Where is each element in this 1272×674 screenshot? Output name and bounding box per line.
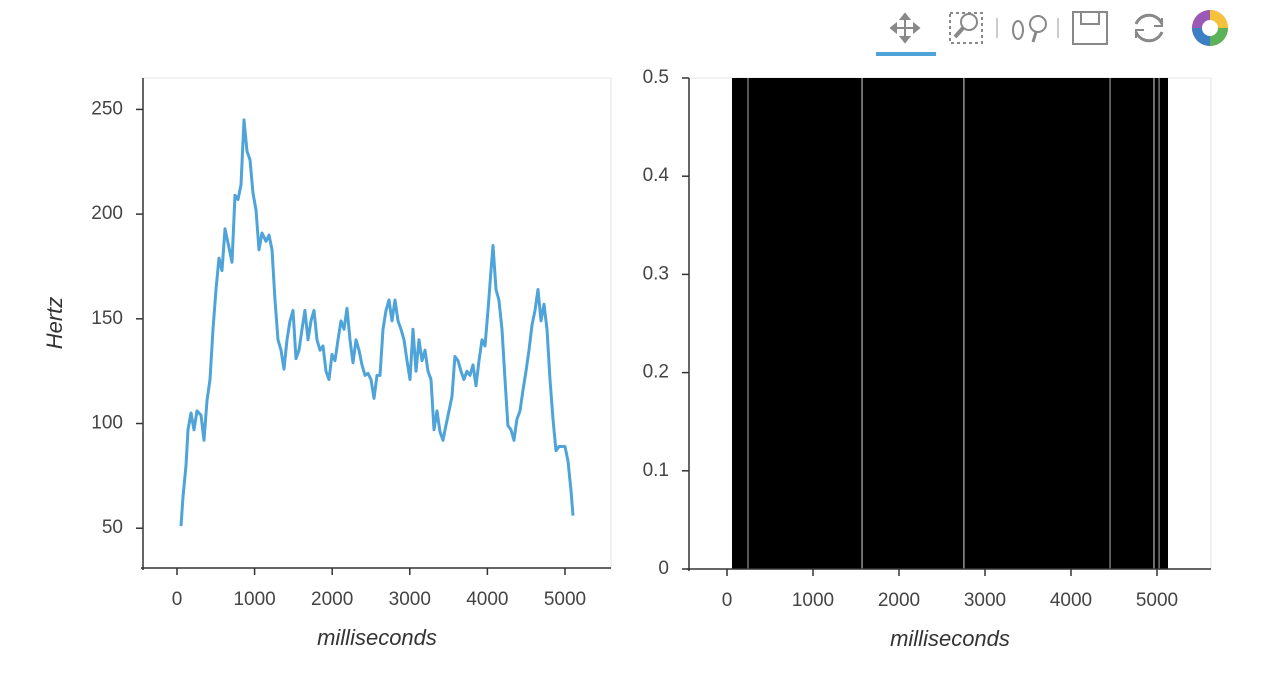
- vspan: [748, 78, 862, 569]
- y-tick-label: 200: [91, 203, 123, 224]
- save-tool[interactable]: [1072, 11, 1108, 45]
- pan-tool[interactable]: [876, 12, 936, 56]
- y-tick-label: 0: [658, 558, 669, 579]
- y-tick-label: 0.2: [643, 362, 669, 383]
- wheel-zoom-tool[interactable]: [1012, 15, 1047, 43]
- x-tick-label: 1000: [792, 590, 834, 611]
- y-tick-label: 0.1: [643, 460, 669, 481]
- y-axis-label: Hertz: [42, 297, 67, 350]
- x-axis-label: milliseconds: [890, 626, 1010, 651]
- reset-tool[interactable]: [1134, 13, 1164, 43]
- toolbar: [876, 10, 1228, 56]
- y-tick-label: 50: [102, 517, 123, 538]
- vspan: [1159, 78, 1169, 569]
- x-tick-label: 3000: [389, 589, 431, 610]
- x-tick-label: 5000: [544, 589, 586, 610]
- x-tick-label: 0: [722, 590, 733, 611]
- x-tick-label: 4000: [466, 589, 508, 610]
- y-tick-label: 250: [91, 98, 123, 119]
- x-tick-label: 3000: [964, 590, 1006, 611]
- x-tick-label: 5000: [1136, 590, 1178, 611]
- vspan: [1154, 78, 1159, 569]
- y-tick-label: 0.4: [643, 165, 670, 186]
- x-tick-label: 2000: [311, 589, 353, 610]
- y-tick-label: 0.3: [643, 263, 669, 284]
- x-tick-label: 1000: [233, 589, 275, 610]
- x-tick-label: 2000: [878, 590, 920, 611]
- x-tick-label: 4000: [1050, 590, 1092, 611]
- vspan: [731, 78, 748, 569]
- vspan: [1110, 78, 1154, 569]
- bokeh-logo[interactable]: [1192, 10, 1228, 46]
- box-zoom-tool[interactable]: [949, 12, 983, 44]
- y-tick-label: 100: [91, 413, 123, 434]
- line: [179, 118, 575, 527]
- x-tick-label: 0: [172, 589, 183, 610]
- y-tick-label: 150: [91, 308, 123, 329]
- vspan: [964, 78, 1110, 569]
- y-tick-label: 0.5: [643, 67, 669, 88]
- x-axis-label: milliseconds: [317, 625, 437, 650]
- vspan: [862, 78, 964, 569]
